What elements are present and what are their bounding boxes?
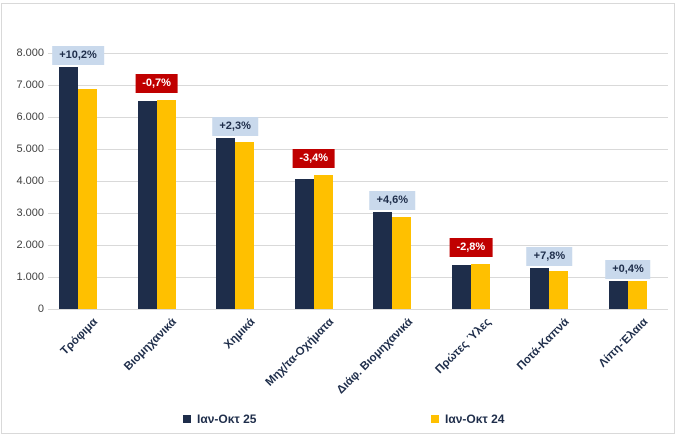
gridline xyxy=(48,245,668,246)
change-badge: -3,4% xyxy=(292,148,336,168)
chart-border xyxy=(1,3,675,434)
bar-ian-okt-24 xyxy=(470,263,490,309)
change-badge: +7,8% xyxy=(526,246,573,266)
x-axis-category-label: Χημικά xyxy=(222,316,258,352)
bar-ian-okt-25 xyxy=(216,137,236,309)
y-axis-tick-label: 6.000 xyxy=(16,111,44,123)
gridline xyxy=(48,117,668,118)
change-badge: -0,7% xyxy=(135,73,178,93)
change-badge: -2,8% xyxy=(449,237,493,257)
gridline xyxy=(48,277,668,278)
y-axis-tick-label: 7.000 xyxy=(16,79,44,91)
change-badge: +2,3% xyxy=(212,116,258,136)
x-axis-category-label: Τρόφιμα xyxy=(58,316,101,358)
legend-label-24: Ιαν-Οκτ 24 xyxy=(445,412,505,426)
y-axis-tick-label: 1.000 xyxy=(16,271,44,283)
legend-label-25: Ιαν-Οκτ 25 xyxy=(197,412,257,426)
y-axis-tick-label: 3.000 xyxy=(16,207,44,219)
x-axis-category-label: Μηχ/τα-Οχήματα xyxy=(263,316,337,389)
x-axis-category-label: Ποτά-Καπνά xyxy=(515,316,572,373)
bar-ian-okt-25 xyxy=(59,66,78,309)
bar-ian-okt-24 xyxy=(627,281,647,309)
legend-swatch-25 xyxy=(183,415,191,423)
bar-ian-okt-25 xyxy=(530,267,550,309)
x-axis-category-label: Πρώτες Ύλες xyxy=(433,316,494,377)
legend-item-24: Ιαν-Οκτ 24 xyxy=(431,412,504,426)
gridline xyxy=(48,85,668,86)
y-axis-tick-label: 0 xyxy=(37,303,44,315)
x-axis-category-label: Διάφ. Βιομηχανικά xyxy=(334,316,415,397)
gridline xyxy=(48,149,668,150)
x-axis-category-label: Βιομηχανικά xyxy=(122,316,180,373)
gridline xyxy=(48,181,668,182)
y-axis-tick-label: 8.000 xyxy=(16,47,44,59)
gridline xyxy=(48,213,668,214)
legend-swatch-24 xyxy=(431,415,439,423)
bar-ian-okt-24 xyxy=(549,270,569,309)
legend-item-25: Ιαν-Οκτ 25 xyxy=(183,412,256,426)
y-axis-tick-label: 2.000 xyxy=(16,239,44,251)
bar-ian-okt-25 xyxy=(294,179,314,309)
bar-ian-okt-24 xyxy=(392,216,412,309)
x-axis-category-label: Λίπη-Έλαια xyxy=(596,316,651,370)
gridline xyxy=(48,309,668,310)
bar-ian-okt-24 xyxy=(78,89,97,309)
bar-ian-okt-25 xyxy=(451,264,471,309)
y-axis-tick-label: 5.000 xyxy=(16,143,44,155)
change-badge: +4,6% xyxy=(369,191,416,211)
bar-ian-okt-25 xyxy=(137,101,157,309)
change-badge: +0,4% xyxy=(605,260,651,279)
bar-ian-okt-25 xyxy=(373,212,393,309)
bar-ian-okt-24 xyxy=(156,99,176,309)
gridline xyxy=(48,53,668,54)
bar-ian-okt-24 xyxy=(235,141,255,309)
y-axis-tick-label: 4.000 xyxy=(16,175,44,187)
bar-ian-okt-25 xyxy=(608,281,628,309)
bar-ian-okt-24 xyxy=(313,174,333,309)
change-badge: +10,2% xyxy=(52,45,104,65)
